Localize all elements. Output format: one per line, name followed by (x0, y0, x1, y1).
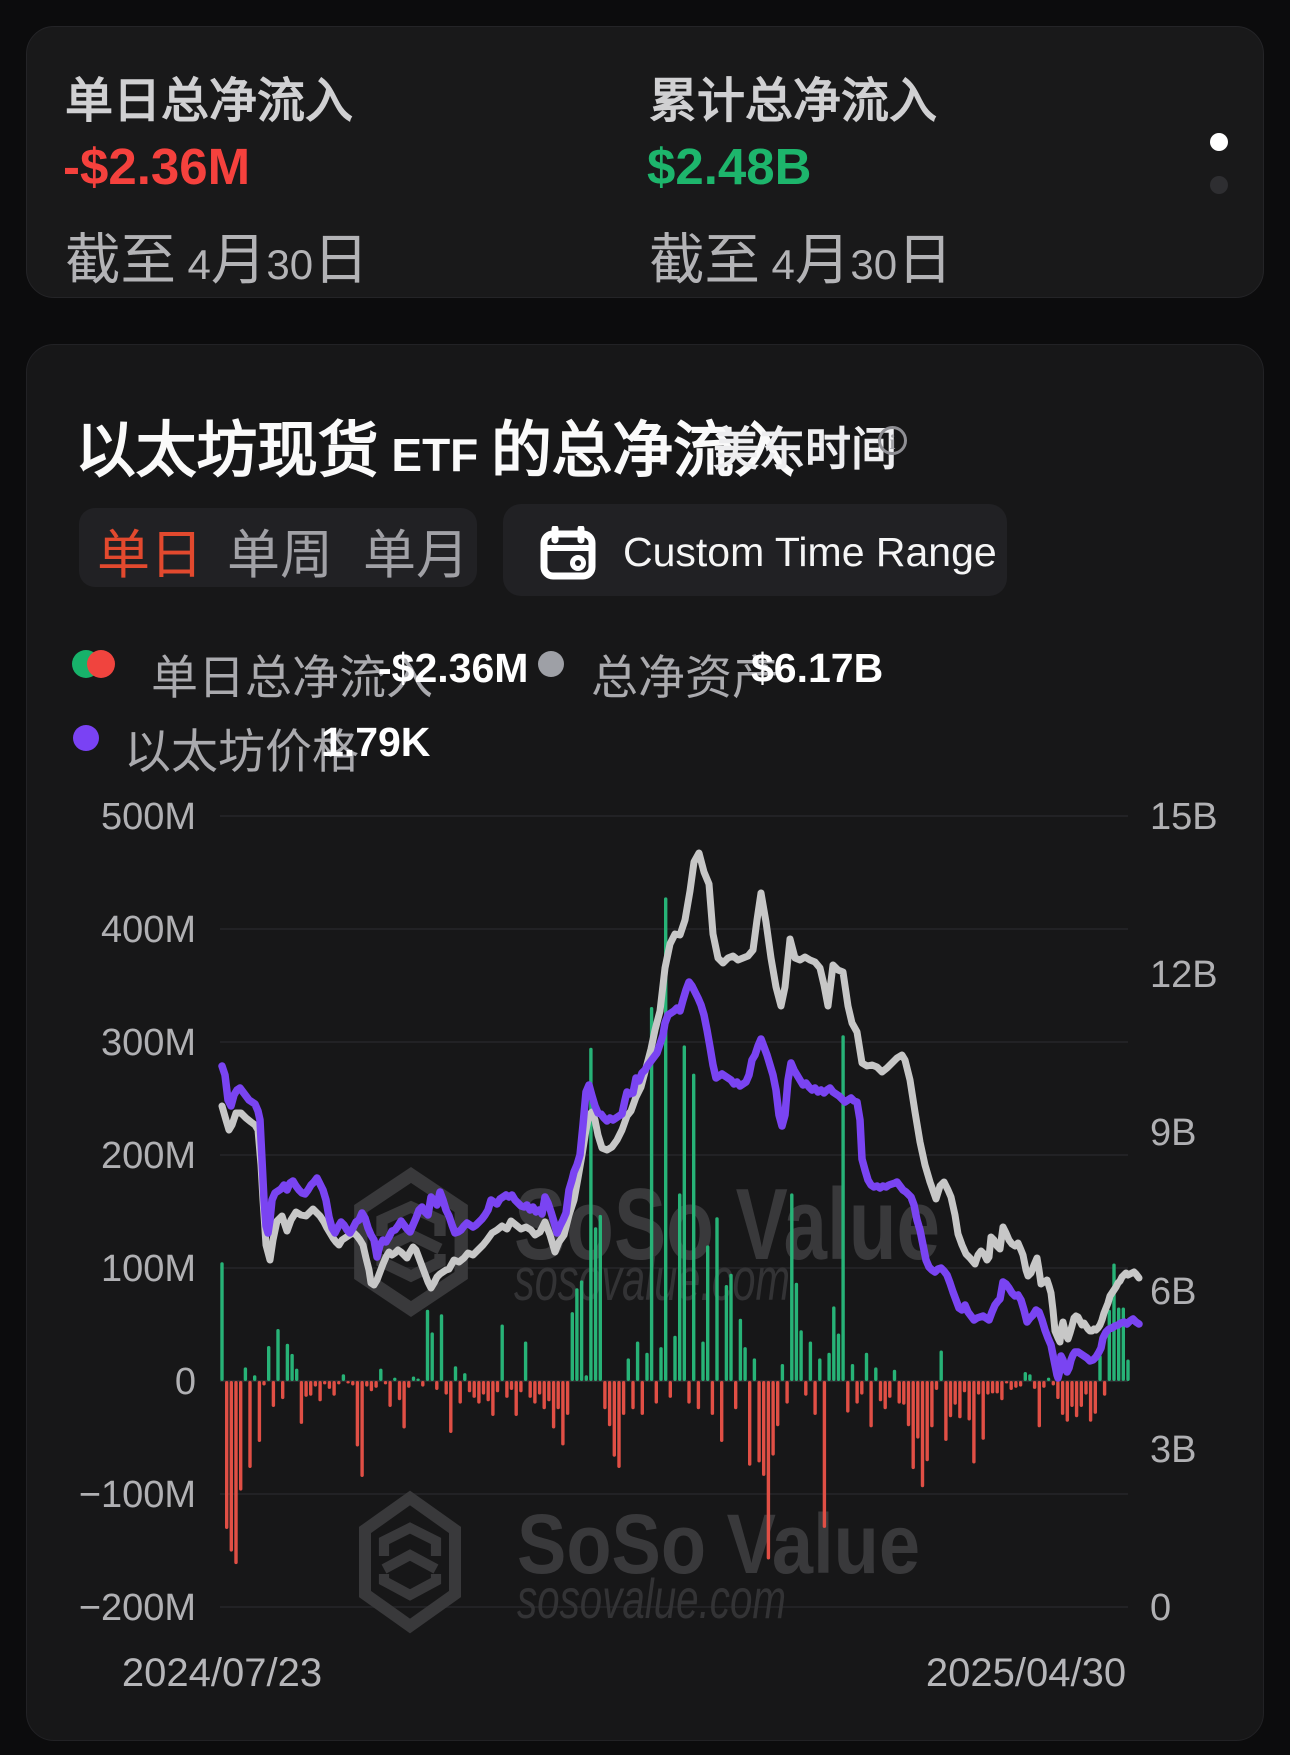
svg-text:200M: 200M (101, 1135, 196, 1177)
svg-text:12B: 12B (1150, 954, 1218, 996)
svg-text:500M: 500M (101, 796, 196, 838)
svg-text:9B: 9B (1150, 1112, 1196, 1154)
svg-text:15B: 15B (1150, 796, 1218, 838)
svg-text:400M: 400M (101, 909, 196, 951)
svg-text:6B: 6B (1150, 1271, 1196, 1313)
svg-text:0: 0 (175, 1361, 196, 1403)
svg-text:3B: 3B (1150, 1429, 1196, 1471)
svg-text:−200M: −200M (79, 1587, 196, 1629)
svg-text:sosovalue.com: sosovalue.com (517, 1567, 786, 1630)
svg-text:100M: 100M (101, 1248, 196, 1290)
svg-text:0: 0 (1150, 1587, 1171, 1629)
svg-text:300M: 300M (101, 1022, 196, 1064)
svg-text:−100M: −100M (79, 1474, 196, 1516)
svg-text:2025/04/30: 2025/04/30 (926, 1651, 1126, 1695)
svg-text:2024/07/23: 2024/07/23 (122, 1651, 322, 1695)
svg-text:SoSo Value: SoSo Value (517, 1497, 920, 1591)
